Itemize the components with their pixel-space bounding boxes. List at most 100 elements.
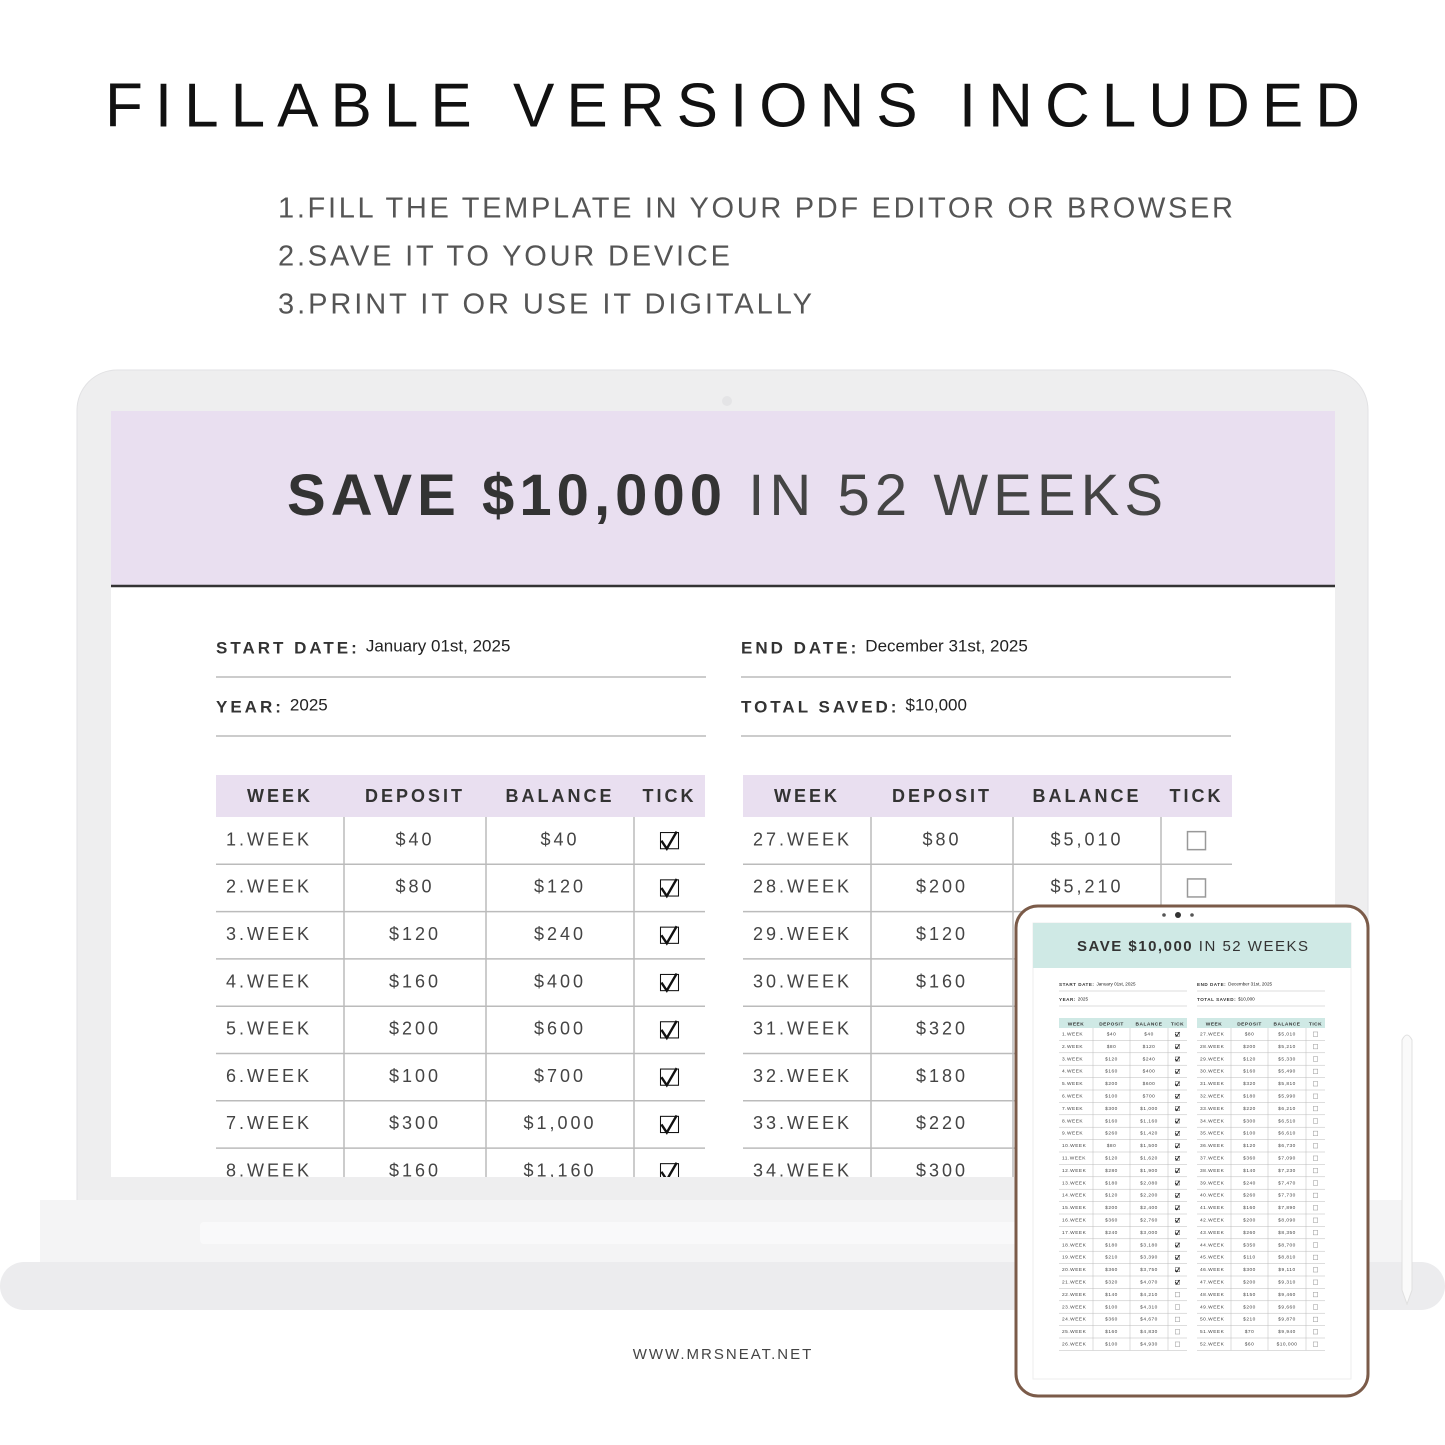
tick-box	[1175, 1316, 1180, 1322]
week-cell: 22.WEEK	[1062, 1292, 1087, 1298]
deposit-cell: $300	[1243, 1267, 1256, 1273]
title-bold: SAVE $10,000	[287, 463, 722, 528]
tick-box	[1175, 1304, 1180, 1310]
field-label: END DATE:	[1197, 982, 1226, 987]
deposit-cell: $360	[1105, 1267, 1118, 1273]
tick-box	[1313, 1205, 1318, 1211]
tick-box	[1313, 1329, 1318, 1335]
screen-content: SAVE $10,000 IN 52 WEEKS START DATE: Janu…	[111, 411, 1335, 1181]
week-cell: 31.WEEK	[1200, 1081, 1225, 1087]
tick-box	[1175, 1255, 1180, 1260]
deposit-cell: $140	[1243, 1168, 1256, 1174]
column-header: WEEK	[774, 786, 840, 806]
table-header	[1197, 1018, 1325, 1028]
deposit-cell: $160	[916, 971, 968, 991]
balance-cell: $4,830	[1140, 1329, 1158, 1335]
week-cell: 35.WEEK	[1200, 1131, 1225, 1137]
tick-box	[1313, 1106, 1318, 1112]
week-cell: 12.WEEK	[1062, 1168, 1087, 1174]
tick-box	[1313, 1180, 1318, 1186]
balance-cell: $120	[1143, 1044, 1156, 1050]
week-cell: 7.WEEK	[1062, 1106, 1083, 1112]
tick-box	[1313, 1316, 1318, 1322]
tick-box	[1175, 1118, 1180, 1124]
balance-cell: $5,330	[1278, 1056, 1296, 1062]
tick-box	[1313, 1304, 1318, 1310]
deposit-cell: $160	[389, 1161, 441, 1181]
balance-cell: $7,890	[1278, 1205, 1296, 1211]
balance-cell: $1,900	[1140, 1168, 1158, 1174]
week-cell: 9.WEEK	[1062, 1131, 1083, 1137]
deposit-cell: $360	[1243, 1155, 1256, 1161]
tick-box	[1175, 1205, 1180, 1211]
week-cell: 1.WEEK	[1062, 1031, 1083, 1037]
week-cell: 5.WEEK	[226, 1019, 312, 1039]
week-cell: 33.WEEK	[753, 1113, 852, 1133]
week-cell: 11.WEEK	[1062, 1155, 1086, 1161]
week-cell: 14.WEEK	[1062, 1193, 1087, 1199]
balance-cell: $1,500	[1140, 1143, 1158, 1149]
deposit-cell: $300	[916, 1161, 968, 1181]
balance-cell: $7,090	[1278, 1155, 1296, 1161]
week-cell: 8.WEEK	[226, 1161, 312, 1181]
week-cell: 30.WEEK	[1200, 1069, 1225, 1075]
deposit-cell: $320	[1105, 1279, 1118, 1285]
tick-box	[1313, 1230, 1318, 1236]
week-cell: 19.WEEK	[1062, 1255, 1087, 1261]
week-cell: 18.WEEK	[1062, 1242, 1087, 1248]
balance-cell: $1,000	[1140, 1106, 1158, 1112]
week-cell: 27.WEEK	[753, 829, 852, 849]
week-cell: 25.WEEK	[1062, 1329, 1087, 1335]
tick-box	[659, 832, 680, 850]
balance-cell: $5,010	[1050, 829, 1123, 849]
week-cell: 32.WEEK	[753, 1066, 852, 1086]
deposit-cell: $80	[1107, 1044, 1117, 1050]
week-cell: 36.WEEK	[1200, 1143, 1225, 1149]
deposit-cell: $140	[1105, 1292, 1118, 1298]
tick-box	[1313, 1217, 1318, 1223]
balance-cell: $700	[1143, 1093, 1156, 1099]
balance-cell: $2,200	[1140, 1193, 1158, 1199]
deposit-cell: $200	[389, 1019, 441, 1039]
column-header: BALANCE	[1274, 1021, 1301, 1027]
balance-cell: $6,210	[1278, 1106, 1296, 1112]
balance-cell: $240	[1143, 1056, 1156, 1062]
week-cell: 29.WEEK	[1200, 1056, 1225, 1062]
tablet: SAVE $10,000 IN 52 WEEKS START DATE: Janu…	[1014, 904, 1370, 1398]
balance-cell: $4,070	[1140, 1279, 1158, 1285]
deposit-cell: $160	[1105, 1118, 1118, 1124]
week-cell: 15.WEEK	[1062, 1205, 1087, 1211]
tick-box	[1313, 1093, 1318, 1099]
week-cell: 37.WEEK	[1200, 1155, 1225, 1161]
week-cell: 28.WEEK	[1200, 1044, 1225, 1050]
deposit-cell: $40	[1107, 1031, 1117, 1037]
tick-box	[659, 879, 680, 897]
title-light: IN 52 WEEKS	[1199, 938, 1308, 955]
tick-box	[1175, 1131, 1180, 1136]
column-header: DEPOSIT	[892, 786, 992, 806]
deposit-cell: $260	[1243, 1230, 1256, 1236]
deposit-cell: $150	[1243, 1292, 1256, 1298]
balance-cell: $9,940	[1278, 1329, 1296, 1335]
balance-cell: $1,160	[1140, 1118, 1158, 1124]
field-value: January 01st, 2025	[1096, 982, 1136, 987]
balance-cell: $4,670	[1140, 1317, 1158, 1323]
tick-box	[1175, 1292, 1180, 1298]
tick-box	[1175, 1094, 1180, 1099]
deposit-cell: $160	[1243, 1205, 1256, 1211]
balance-cell: $2,080	[1140, 1180, 1158, 1186]
balance-cell: $9,460	[1278, 1292, 1296, 1298]
deposit-cell: $120	[916, 924, 968, 944]
field-value: December 31st, 2025	[865, 636, 1028, 655]
balance-cell: $700	[534, 1066, 586, 1086]
week-cell: 42.WEEK	[1200, 1217, 1225, 1223]
week-cell: 1.WEEK	[226, 829, 312, 849]
balance-cell: $5,010	[1278, 1031, 1296, 1037]
balance-cell: $3,750	[1140, 1267, 1158, 1273]
tick-box	[1186, 878, 1207, 898]
week-cell: 52.WEEK	[1200, 1341, 1225, 1347]
balance-cell: $9,660	[1278, 1304, 1296, 1310]
tick-box	[659, 926, 680, 944]
balance-cell: $4,310	[1140, 1304, 1158, 1310]
